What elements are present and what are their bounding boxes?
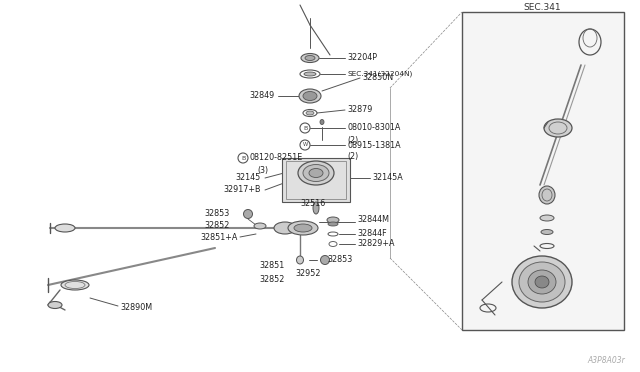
Text: 32850N: 32850N [362,73,393,81]
Bar [462,12,624,330]
Text: 08915-1381A: 08915-1381A [347,141,401,150]
Ellipse shape [301,54,319,62]
Text: SEC.341: SEC.341 [523,3,561,13]
Ellipse shape [243,209,253,218]
Text: 08010-8301A: 08010-8301A [347,124,401,132]
Ellipse shape [539,186,555,204]
Text: 32851+A: 32851+A [200,232,238,241]
Text: 32145A: 32145A [372,173,403,183]
Text: B: B [303,125,307,131]
Ellipse shape [288,221,318,235]
Ellipse shape [254,223,266,229]
Ellipse shape [304,72,316,76]
Ellipse shape [306,111,314,115]
Text: SEC.341(32204N): SEC.341(32204N) [347,71,412,77]
Ellipse shape [305,55,315,61]
Ellipse shape [320,119,324,125]
Text: A3P8A03r: A3P8A03r [588,356,625,365]
Ellipse shape [55,224,75,232]
Text: 32145: 32145 [236,173,261,183]
Bar [286,161,346,199]
Ellipse shape [274,222,296,234]
Text: (2): (2) [347,135,358,144]
Ellipse shape [48,301,62,308]
Ellipse shape [294,224,312,232]
Ellipse shape [528,270,556,294]
Text: (3): (3) [257,166,268,174]
Ellipse shape [313,202,319,214]
Ellipse shape [309,169,323,177]
Text: 32917+B: 32917+B [223,186,261,195]
Text: 32952: 32952 [295,269,321,279]
Text: 32204P: 32204P [347,54,377,62]
Ellipse shape [519,262,565,302]
Ellipse shape [540,215,554,221]
Text: 32852: 32852 [205,221,230,231]
Ellipse shape [299,89,321,103]
Ellipse shape [544,119,572,137]
Ellipse shape [512,256,572,308]
Text: 32853: 32853 [205,208,230,218]
Ellipse shape [296,256,303,264]
Ellipse shape [303,164,329,182]
Text: 32890M: 32890M [120,304,152,312]
Ellipse shape [327,217,339,223]
Text: 32844F: 32844F [357,230,387,238]
Text: 32879: 32879 [347,106,372,115]
Ellipse shape [535,276,549,288]
Text: (2): (2) [347,153,358,161]
Ellipse shape [321,256,330,264]
Text: 32829+A: 32829+A [357,240,394,248]
Text: W: W [302,142,308,148]
Ellipse shape [328,222,338,226]
Text: 32851: 32851 [260,262,285,270]
Text: 08120-8251E: 08120-8251E [250,154,303,163]
Text: 32853: 32853 [327,256,352,264]
Ellipse shape [298,161,334,185]
Text: B: B [241,155,245,160]
Bar [282,158,350,202]
Text: 32844M: 32844M [357,215,389,224]
Text: 32852: 32852 [260,276,285,285]
Ellipse shape [303,92,317,100]
Text: 32849: 32849 [250,92,275,100]
Ellipse shape [541,230,553,234]
Text: 32516: 32516 [300,199,325,208]
Ellipse shape [61,280,89,290]
